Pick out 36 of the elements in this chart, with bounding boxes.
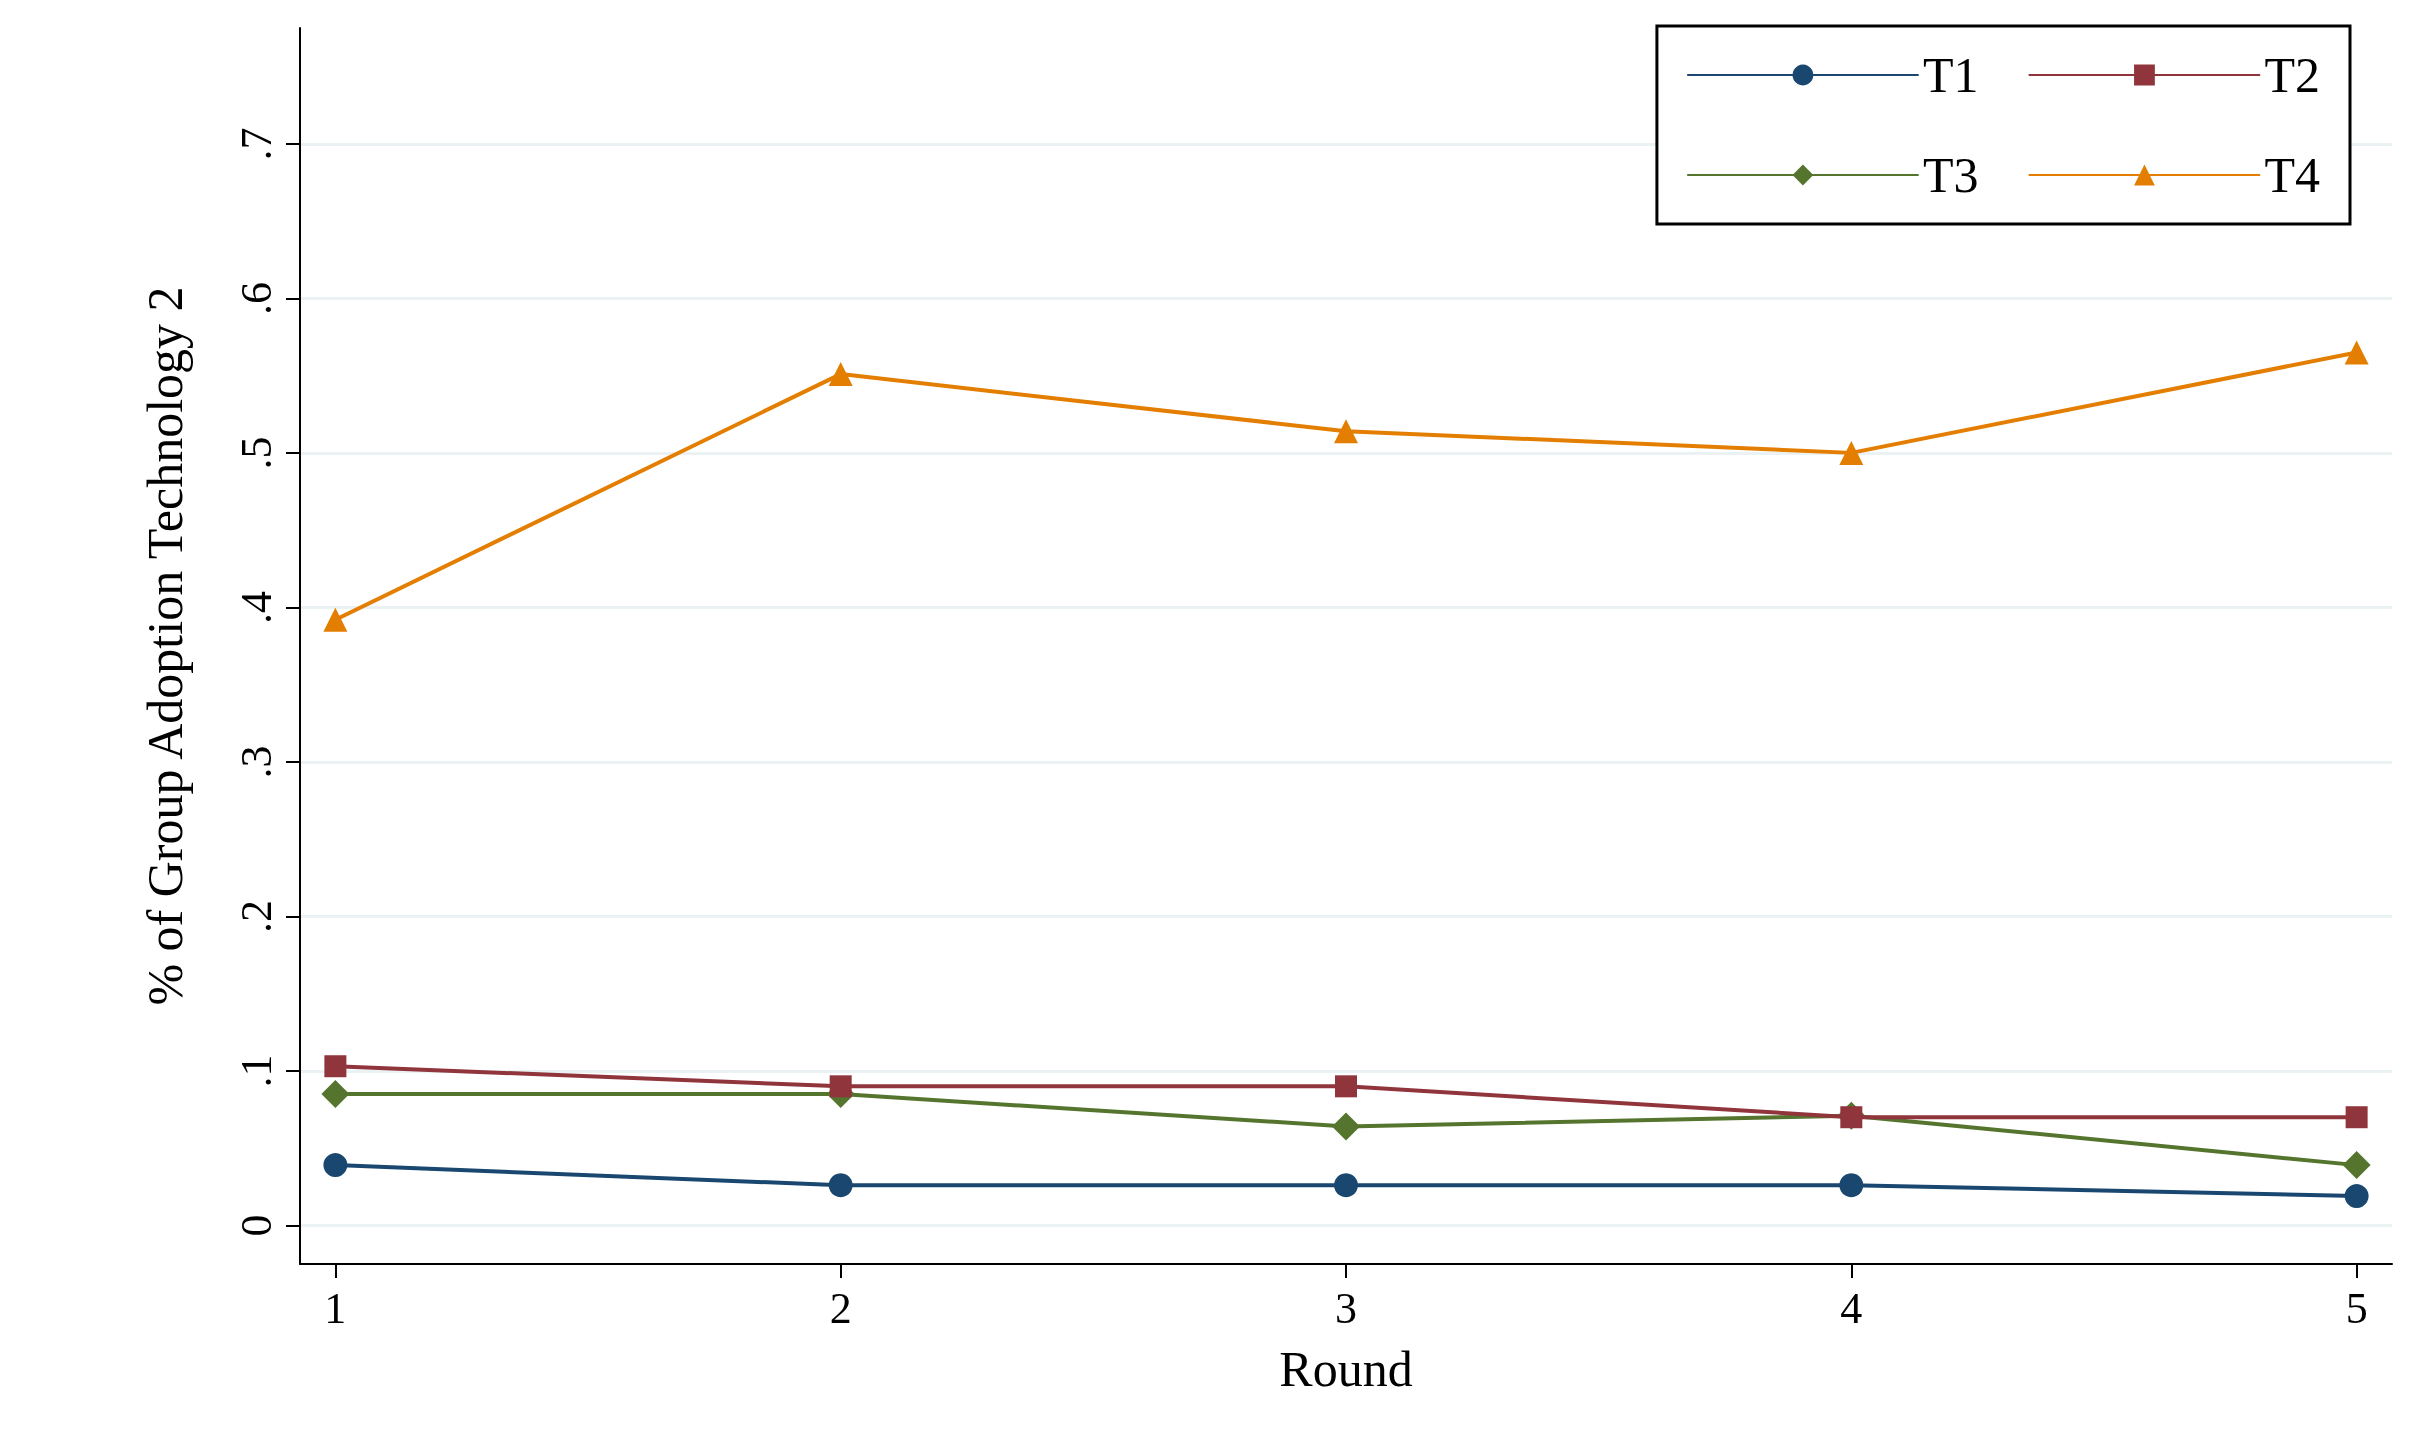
y-tick-label: 0: [231, 1214, 281, 1237]
point: [2344, 1184, 2369, 1209]
x-tick-label: 1: [324, 1283, 347, 1333]
point: [1334, 1173, 1358, 1198]
point: [1335, 1075, 1357, 1098]
y-tick-label: .3: [231, 745, 281, 779]
y-tick-label: .1: [231, 1054, 281, 1088]
point: [2344, 340, 2369, 365]
point: [1839, 1173, 1864, 1198]
point: [2345, 1106, 2368, 1129]
point: [323, 1153, 348, 1178]
point: [321, 1080, 350, 1109]
y-tick-label: .7: [231, 127, 281, 161]
legend-label: T3: [1922, 147, 1979, 203]
legend-label: T1: [1922, 47, 1979, 103]
legend-label: T4: [2264, 147, 2320, 203]
point: [828, 1173, 853, 1198]
point: [1334, 419, 1358, 444]
legend-label: T2: [2264, 47, 2320, 103]
point: [1839, 440, 1864, 465]
x-tick-label: 4: [1840, 1283, 1863, 1333]
point: [829, 1075, 852, 1098]
y-axis-title: % of Group Adoption Technology 2: [137, 286, 193, 1006]
point: [2342, 1151, 2371, 1180]
y-tick-label: .4: [231, 590, 281, 624]
y-tick-label: .6: [231, 281, 281, 315]
x-tick-label: 5: [2345, 1283, 2368, 1333]
x-tick-label: 2: [829, 1283, 852, 1333]
point: [1332, 1112, 1360, 1141]
x-axis-title: Round: [1279, 1341, 1413, 1397]
point: [324, 1055, 347, 1078]
x-tick-label: 3: [1335, 1283, 1357, 1333]
point: [828, 362, 853, 387]
y-tick-label: .2: [231, 899, 281, 933]
point: [323, 607, 348, 632]
y-tick-label: .5: [231, 436, 281, 470]
